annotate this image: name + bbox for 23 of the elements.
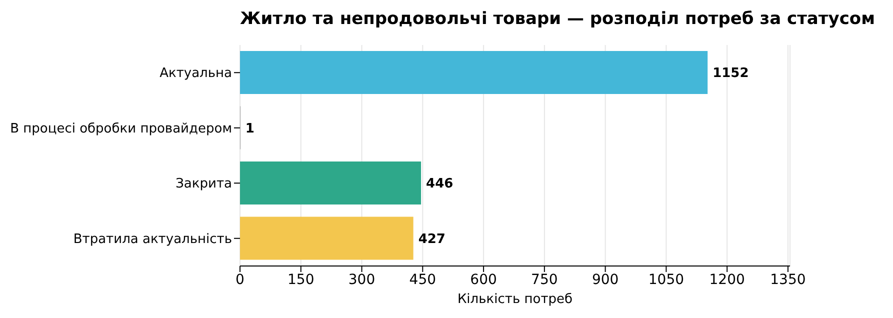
data-label: 1	[245, 121, 254, 136]
x-tick-label: 1350	[770, 272, 806, 288]
x-tick-label: 300	[348, 272, 376, 288]
x-tick-label: 750	[531, 272, 558, 288]
bar	[240, 216, 414, 260]
x-tick-label: 450	[409, 272, 436, 288]
y-tick-label: В процесі обробки провайдером	[10, 121, 232, 136]
x-tick-label: 1050	[648, 272, 684, 288]
x-tick-label: 600	[470, 272, 497, 288]
x-axis-title: Кількість потреб	[456, 292, 574, 307]
x-tick-label: 0	[236, 272, 244, 288]
data-label: 1152	[712, 66, 749, 82]
bar	[240, 51, 708, 94]
x-tick-label: 150	[288, 272, 314, 288]
bar	[240, 162, 422, 204]
y-tick-label: Актуальна	[160, 66, 232, 82]
x-tick-label: 1200	[709, 272, 745, 288]
y-tick-label: Закрита	[176, 176, 232, 192]
chart-title: Житло та непродовольчі товари — розподіл потреб за статусом	[240, 9, 875, 29]
y-tick-label: Втратила актуальність	[73, 232, 232, 247]
data-label: 427	[418, 232, 446, 247]
data-label: 446	[426, 176, 454, 192]
x-tick-label: 900	[592, 272, 619, 288]
